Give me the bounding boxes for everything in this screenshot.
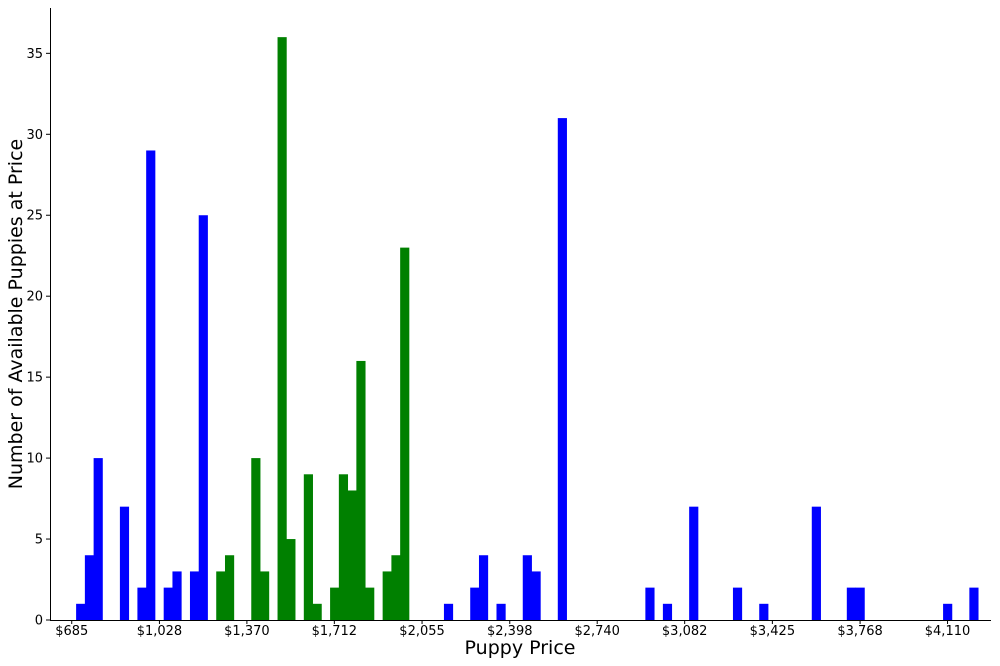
- x-tick-label: $3,425: [750, 624, 796, 639]
- x-tick-label: $1,712: [312, 624, 358, 639]
- x-tick-label: $685: [55, 624, 88, 639]
- bar: [146, 150, 156, 621]
- y-tick-label: 5: [35, 533, 43, 548]
- bar: [662, 603, 673, 620]
- bar: [811, 506, 821, 620]
- x-axis-title: Puppy Price: [465, 637, 576, 659]
- x-tick-label: $1,028: [137, 624, 183, 639]
- bar: [347, 490, 357, 620]
- bar: [163, 587, 173, 620]
- y-axis-title: Number of Available Puppies at Price: [5, 139, 27, 489]
- y-tick-label: 15: [26, 371, 43, 386]
- bar: [382, 571, 392, 620]
- y-tick-label: 20: [26, 290, 43, 305]
- bar: [93, 458, 103, 620]
- bar: [759, 603, 769, 620]
- bar: [330, 587, 340, 620]
- bar: [557, 118, 567, 620]
- y-tick-label: 0: [35, 614, 43, 629]
- bar: [277, 37, 287, 620]
- x-tick-label: $2,398: [487, 624, 533, 639]
- x-tick-label: $4,110: [925, 624, 971, 639]
- bar: [689, 506, 699, 620]
- bar: [224, 555, 235, 620]
- bar: [443, 603, 454, 620]
- x-tick-label: $3,082: [662, 624, 708, 639]
- bar: [189, 571, 200, 620]
- bar: [531, 571, 541, 620]
- x-ticks-group: $685 $1,028 $1,370 $1,712 $2,055 $2,398 $2,740…: [55, 620, 970, 639]
- bar: [391, 555, 401, 620]
- bar: [303, 474, 313, 620]
- bar: [84, 555, 95, 620]
- bar: [496, 603, 506, 620]
- bar: [338, 474, 349, 620]
- x-tick-label: $2,740: [574, 624, 620, 639]
- bars-group: [76, 37, 979, 621]
- bar: [522, 555, 532, 620]
- bar: [969, 587, 979, 620]
- bar: [478, 555, 489, 620]
- bar: [400, 247, 410, 620]
- bar: [356, 360, 366, 620]
- bar: [216, 571, 226, 620]
- x-tick-label: $2,055: [399, 624, 445, 639]
- bar: [137, 587, 147, 620]
- y-tick-label: 25: [26, 209, 43, 224]
- bar: [251, 458, 261, 620]
- y-tick-label: 30: [26, 128, 43, 143]
- x-tick-label: $3,768: [837, 624, 883, 639]
- y-tick-label: 35: [26, 47, 43, 62]
- bar: [172, 571, 182, 620]
- y-ticks-group: 0 5 10 15 20 25 30 35: [26, 47, 50, 629]
- bar: [846, 587, 856, 620]
- bar: [312, 603, 322, 620]
- bar: [198, 215, 208, 621]
- bar: [119, 506, 130, 620]
- bar: [365, 587, 375, 620]
- bar: [260, 571, 270, 620]
- bar: [943, 603, 953, 620]
- bar: [645, 587, 655, 620]
- bar: [286, 539, 296, 620]
- bar: [732, 587, 743, 620]
- y-tick-label: 10: [26, 452, 43, 467]
- bar: [470, 587, 480, 620]
- x-tick-label: $1,370: [224, 624, 270, 639]
- bar: [855, 587, 865, 620]
- bar: [76, 603, 86, 620]
